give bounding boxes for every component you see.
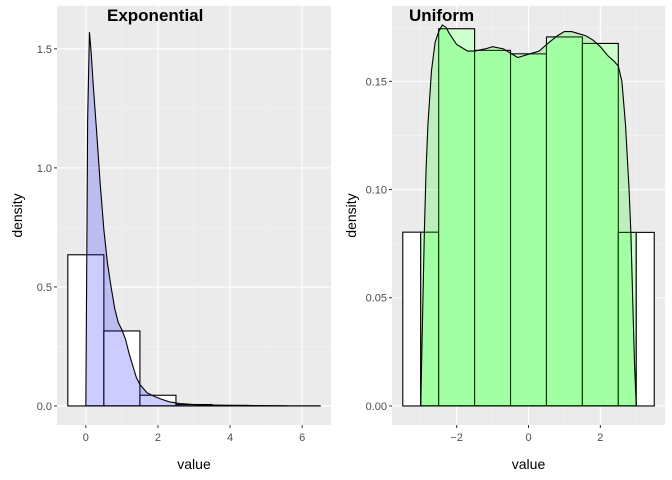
histogram-bar: [545, 36, 583, 407]
panel-exponential: 0.0 0.5 1.0 1.5 0 2 4 6 value density Exponential: [9, 6, 331, 472]
x-tick-label: 0: [525, 432, 531, 444]
histogram-bar: [635, 231, 655, 407]
histogram-bar: [581, 42, 619, 407]
y-axis-title: density: [343, 193, 359, 237]
y-tick-label: 0.15: [366, 76, 387, 88]
histogram-bar: [402, 231, 422, 407]
y-tick-label: 0.05: [366, 293, 387, 305]
x-tick-label: −2: [450, 432, 463, 444]
x-tick-label: 4: [227, 432, 233, 444]
y-tick-label: 0.10: [366, 185, 387, 197]
x-axis-title: value: [177, 456, 211, 472]
y-axis-title: density: [9, 193, 25, 237]
x-tick-label: 0: [83, 432, 89, 444]
panel-uniform: 0.00 0.05 0.10 0.15 −2 0 2 value density Uniform: [343, 6, 665, 472]
y-tick-label: 0.5: [37, 282, 52, 294]
y-tick-label: 1.0: [37, 163, 52, 175]
histogram-bar: [509, 53, 548, 407]
histogram-bar: [474, 49, 512, 407]
x-tick-label: 2: [597, 432, 603, 444]
x-tick-label: 2: [155, 432, 161, 444]
panel-title: Exponential: [107, 6, 203, 25]
density-curve: [85, 32, 290, 407]
density-curve: [420, 24, 637, 407]
x-axis-title: value: [512, 456, 546, 472]
y-tick-label: 1.5: [37, 44, 52, 56]
histogram-bar: [438, 28, 476, 407]
x-tick-label: 6: [299, 432, 305, 444]
y-tick-label: 0.0: [37, 401, 52, 413]
y-tick-label: 0.00: [366, 401, 387, 413]
panel-title: Uniform: [409, 6, 474, 25]
